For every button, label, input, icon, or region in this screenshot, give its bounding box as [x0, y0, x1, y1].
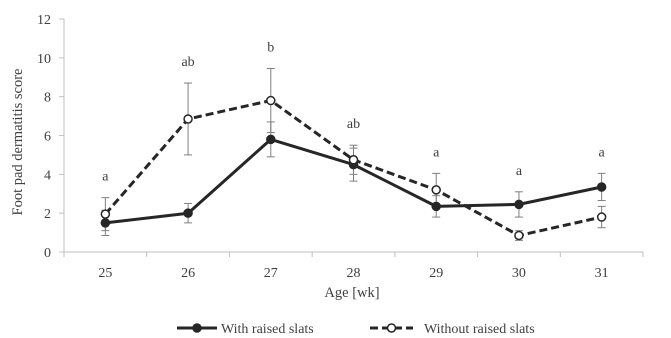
legend: With raised slats Without raised slats	[177, 322, 535, 337]
data-point-open	[514, 230, 524, 241]
x-tick-label: 30	[512, 266, 526, 281]
x-tick-label: 31	[595, 266, 609, 281]
legend-label-0: With raised slats	[221, 322, 314, 337]
significance-labels-layer: a ab b ab a a a	[102, 41, 605, 185]
y-tick-label: 2	[44, 207, 51, 222]
x-tick-label: 25	[98, 266, 112, 281]
data-point-open	[266, 95, 276, 106]
y-tick-label: 8	[44, 91, 51, 106]
data-point-open	[183, 114, 193, 124]
significance-label: ab	[347, 117, 360, 132]
x-tick-label: 27	[264, 266, 278, 281]
y-tick-label: 4	[44, 168, 51, 183]
markers-layer	[100, 95, 607, 241]
x-tick-label: 28	[347, 266, 361, 281]
y-tick-label: 6	[44, 130, 51, 145]
data-point-filled	[431, 201, 441, 212]
data-point-open	[596, 212, 607, 222]
significance-label: b	[267, 41, 274, 56]
data-point-filled	[266, 134, 276, 145]
legend-label-1: Without raised slats	[424, 322, 535, 337]
data-point-filled	[514, 199, 524, 210]
significance-label: a	[599, 145, 606, 160]
x-tick-label: 26	[181, 266, 195, 281]
significance-label: a	[433, 145, 440, 160]
data-point-filled	[183, 208, 193, 218]
significance-label: ab	[181, 55, 194, 70]
y-tick-label: 10	[37, 52, 51, 67]
y-tick-label: 0	[44, 246, 51, 261]
legend-marker-open	[386, 323, 397, 333]
significance-label: a	[516, 164, 523, 179]
x-tick-label: 29	[429, 266, 443, 281]
axes-layer: 0 2 4 6 8 10 12 25 26 27 28 29 30 31	[37, 13, 644, 281]
data-point-open	[100, 209, 111, 219]
significance-label: a	[102, 170, 109, 185]
data-point-open	[431, 185, 441, 195]
y-axis-title: Foot pad dermatitis score	[10, 69, 26, 216]
data-point-filled	[100, 218, 111, 228]
legend-marker-filled	[192, 323, 202, 333]
x-axis-title: Age [wk]	[324, 285, 379, 301]
y-tick-label: 12	[37, 13, 51, 28]
data-point-filled	[596, 182, 607, 192]
data-point-open	[348, 155, 359, 165]
